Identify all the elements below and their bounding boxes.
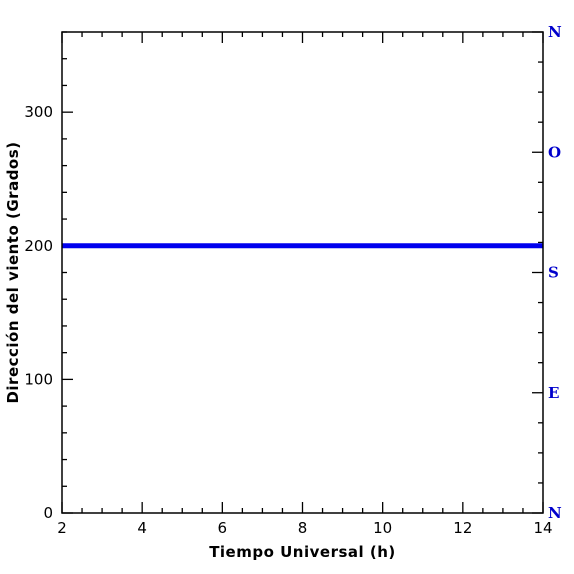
x-axis-title: Tiempo Universal (h) bbox=[209, 543, 396, 561]
x-tick-label: 6 bbox=[218, 519, 228, 537]
x-tick-label: 4 bbox=[137, 519, 147, 537]
x-tick-label: 10 bbox=[373, 519, 392, 537]
y-tick-label: 100 bbox=[24, 370, 53, 388]
y-tick-label: 0 bbox=[43, 504, 53, 522]
x-tick-labels: 2 4 6 8 10 12 14 bbox=[57, 519, 552, 537]
compass-labels: N E S O N bbox=[548, 23, 562, 522]
x-tick-label: 12 bbox=[453, 519, 472, 537]
compass-label: N bbox=[548, 504, 562, 522]
compass-label: S bbox=[548, 264, 559, 282]
compass-label: N bbox=[548, 23, 562, 41]
compass-label: O bbox=[548, 143, 561, 161]
compass-label: E bbox=[548, 384, 559, 402]
axis-ticks bbox=[61, 31, 544, 514]
plot-frame bbox=[61, 31, 544, 514]
y-axis-title: Dirección del viento (Grados) bbox=[4, 141, 22, 403]
x-tick-label: 8 bbox=[298, 519, 308, 537]
y-tick-label: 200 bbox=[24, 237, 53, 255]
x-tick-label: 14 bbox=[533, 519, 552, 537]
y-tick-label: 300 bbox=[24, 103, 53, 121]
x-tick-label: 2 bbox=[57, 519, 67, 537]
y-tick-labels: 0 100 200 300 bbox=[24, 103, 53, 522]
